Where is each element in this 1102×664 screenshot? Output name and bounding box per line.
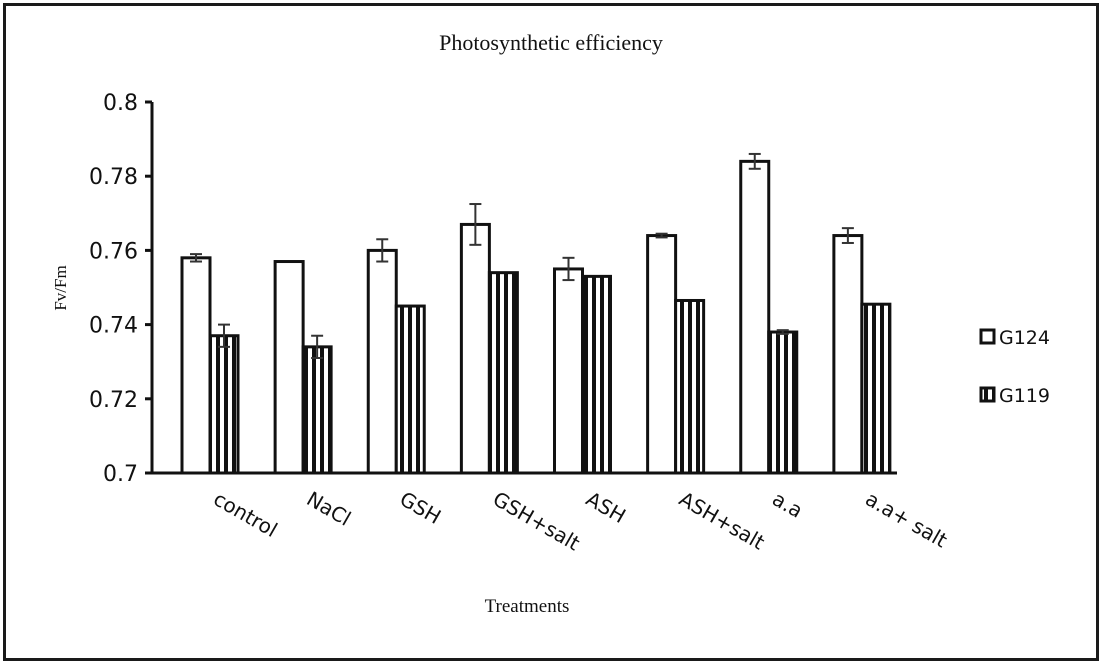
error-bar-g124-7 <box>841 227 854 244</box>
error-bar-g124-5 <box>655 232 668 239</box>
bar-g119-3 <box>487 271 519 475</box>
bar-g119-2 <box>394 304 426 475</box>
error-bar-g124-0 <box>190 253 202 263</box>
error-bar-g124-6 <box>748 152 761 170</box>
x-tick-label: GSH+salt <box>489 487 584 556</box>
x-tick-label: ASH+salt <box>675 487 769 555</box>
legend-item-g119: G119 <box>979 385 1050 407</box>
bar-g124-7 <box>832 234 864 475</box>
legend-label-g119: G119 <box>999 385 1050 407</box>
bar-g124-0 <box>180 256 212 475</box>
bar-g124-6 <box>739 159 771 475</box>
y-tick-label: 0.8 <box>103 91 138 116</box>
bar-g124-4 <box>553 267 584 475</box>
legend-swatch-g119 <box>979 386 996 403</box>
bar-g119-0 <box>208 334 240 475</box>
error-bar-g124-2 <box>376 238 389 263</box>
y-tick-label: 0.72 <box>89 388 138 413</box>
y-tick-label: 0.7 <box>103 462 138 487</box>
legend-swatch-g124 <box>979 328 996 345</box>
y-tick-label: 0.78 <box>89 165 138 190</box>
error-bar-g119-1 <box>311 334 324 359</box>
x-tick-label: GSH <box>396 487 445 529</box>
error-bar-g124-3 <box>469 203 482 246</box>
error-bar-g119-6 <box>776 329 789 335</box>
y-axis-title: Fv/Fm <box>51 265 70 310</box>
y-tick-label: 0.76 <box>89 239 138 264</box>
bar-g124-1 <box>273 260 305 475</box>
bar-g124-3 <box>459 222 491 475</box>
y-tick-label: 0.74 <box>89 314 138 339</box>
y-axis: 0.7 0.72 0.74 0.76 0.78 0.8 <box>89 91 154 487</box>
legend: G124 G119 <box>979 327 1050 407</box>
chart-title: Photosynthetic efficiency <box>439 30 663 55</box>
legend-label-g124: G124 <box>999 327 1050 349</box>
bar-g119-7 <box>860 302 892 475</box>
x-tick-label: control <box>210 487 282 542</box>
bar-g119-5 <box>674 298 706 475</box>
error-bar-g119-0 <box>218 323 230 348</box>
bar-g119-1 <box>301 345 333 475</box>
bar-g124-5 <box>646 234 678 475</box>
x-tick-label: a.a+ salt <box>861 487 951 553</box>
bar-g119-4 <box>581 274 612 475</box>
bar-g119-6 <box>767 330 799 475</box>
x-axis-title: Treatments <box>485 596 570 617</box>
x-tick-label: a.a <box>768 487 807 523</box>
legend-item-g124: G124 <box>979 327 1050 349</box>
error-bar-g124-4 <box>562 256 575 282</box>
bar-g124-2 <box>366 248 398 475</box>
bars-group <box>180 152 892 475</box>
x-tick-label: ASH <box>582 487 630 528</box>
x-tick-label: NaCl <box>303 487 355 531</box>
